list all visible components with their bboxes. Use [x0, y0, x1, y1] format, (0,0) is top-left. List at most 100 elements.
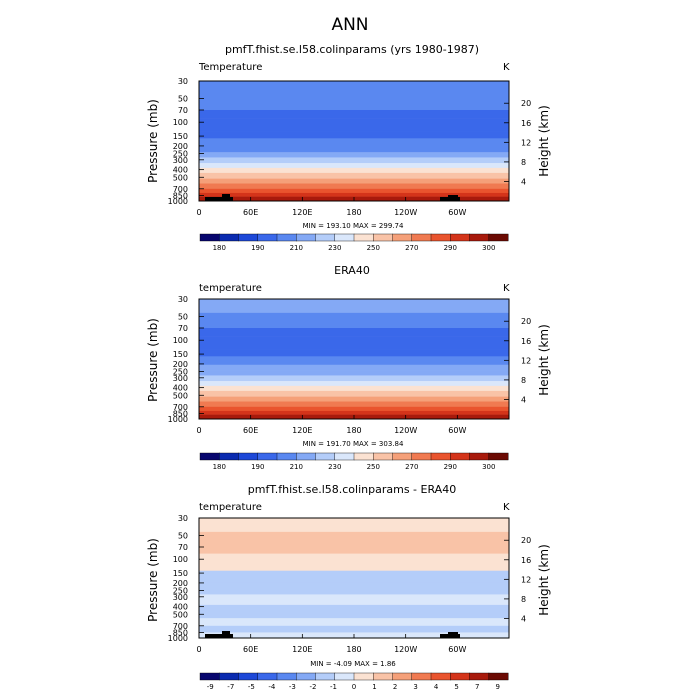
colorbar-label: 2	[393, 683, 397, 691]
colorbar-swatch	[430, 672, 451, 681]
y-tick-label: 200	[173, 360, 188, 369]
panel-3-var-label: temperature	[199, 502, 262, 513]
colorbar-label: 4	[434, 683, 439, 691]
contour-band	[199, 370, 509, 376]
colorbar-label: 230	[328, 244, 341, 252]
colorbar-swatch	[334, 672, 355, 681]
colorbar-swatch	[276, 672, 297, 681]
colorbar-swatch	[430, 452, 451, 461]
y-tick-label: 30	[178, 295, 188, 304]
x-tick-label: 60E	[243, 208, 258, 217]
colorbar-swatch	[238, 233, 259, 242]
y-tick-label: 500	[173, 610, 188, 619]
y-tick-label: 50	[178, 94, 188, 103]
colorbar-swatch	[199, 233, 220, 242]
panel-1-units: K	[503, 62, 510, 73]
y-tick-label: 100	[173, 555, 188, 564]
y-right-tick-label: 12	[521, 356, 531, 365]
contour-band	[199, 375, 509, 382]
main-title: ANN	[331, 15, 368, 35]
y-right-tick-label: 12	[521, 575, 531, 584]
y-tick-label: 200	[173, 142, 188, 151]
colorbar-swatch	[257, 452, 278, 461]
panel-3-units: K	[503, 502, 510, 513]
contour-band	[199, 336, 509, 350]
y-tick-label: 850	[173, 191, 188, 200]
colorbar-swatch	[392, 452, 413, 461]
y-tick-label: 400	[173, 603, 188, 612]
y-tick-label: 30	[178, 77, 188, 86]
y-tick-label: 100	[173, 118, 188, 127]
y-tick-label: 300	[173, 374, 188, 383]
contour-band	[199, 349, 509, 357]
x-tick-label: 180	[346, 426, 361, 435]
colorbar-swatch	[488, 233, 509, 242]
colorbar-swatch	[334, 233, 355, 242]
colorbar-swatch	[199, 452, 220, 461]
panel-1-colorbar: 180 190 210 230 250 270 290 300	[199, 233, 509, 252]
y-tick-label: 50	[178, 312, 188, 321]
y-tick-label: 400	[173, 384, 188, 393]
y-tick-label: 500	[173, 391, 188, 400]
panel-1-var-label: Temperature	[198, 62, 262, 73]
colorbar-swatch	[238, 672, 259, 681]
contour-band	[199, 356, 509, 366]
colorbar-label: 230	[328, 463, 341, 471]
x-tick-label: 180	[346, 645, 361, 654]
contour-band	[199, 390, 509, 397]
contour-band	[199, 188, 509, 194]
topography-mask	[205, 634, 233, 638]
colorbar-label: 180	[213, 244, 226, 252]
y-right-tick-label: 16	[521, 556, 531, 565]
y-tick-label: 150	[173, 350, 188, 359]
colorbar-label: -3	[289, 683, 296, 691]
panel-1-ylabel-right: Height (km)	[537, 105, 551, 176]
colorbar-swatch	[334, 452, 355, 461]
panel-2-colorbar: 180 190 210 230 250 270 290 300	[199, 452, 509, 471]
contour-band	[199, 131, 509, 139]
colorbar-swatch	[296, 452, 316, 461]
y-tick-label: 150	[173, 569, 188, 578]
x-tick-label: 60W	[448, 208, 466, 217]
topography-mask	[222, 631, 230, 638]
colorbar-label: 1	[372, 683, 376, 691]
x-tick-label: 120E	[292, 426, 312, 435]
contour-band	[199, 163, 509, 169]
x-tick-label: 120E	[292, 208, 312, 217]
colorbar-swatch	[199, 672, 220, 681]
colorbar-label: -1	[330, 683, 337, 691]
colorbar-label: 180	[213, 463, 226, 471]
colorbar-swatch	[373, 233, 393, 242]
panel-1-title: pmfT.fhist.se.l58.colinparams (yrs 1980-…	[225, 43, 479, 56]
colorbar-label: 270	[405, 244, 418, 252]
x-tick-label: 180	[346, 208, 361, 217]
colorbar-swatch	[392, 672, 413, 681]
panel-1-stats: MIN = 193.10 MAX = 299.74	[303, 222, 404, 230]
x-tick-label: 0	[196, 208, 201, 217]
y-tick-label: 700	[173, 403, 188, 412]
x-tick-label: 60W	[448, 426, 466, 435]
y-tick-label: 200	[173, 579, 188, 588]
colorbar-swatch	[315, 452, 336, 461]
colorbar-label: 300	[482, 244, 495, 252]
colorbar-label: 250	[367, 244, 380, 252]
colorbar-swatch	[469, 672, 490, 681]
y-tick-label: 300	[173, 156, 188, 165]
colorbar-label: -9	[207, 683, 214, 691]
contour-band	[199, 172, 509, 179]
contour-band	[199, 401, 509, 408]
colorbar-swatch	[411, 452, 432, 461]
topography-mask	[205, 197, 233, 201]
panel-2-ylabel: Pressure (mb)	[146, 318, 160, 402]
panel-2-ylabel-right: Height (km)	[537, 324, 551, 395]
y-right-tick-label: 8	[521, 595, 526, 604]
colorbar-swatch	[276, 452, 297, 461]
x-tick-label: 120W	[394, 208, 417, 217]
colorbar-label: 7	[475, 683, 479, 691]
colorbar-label: 290	[444, 463, 457, 471]
x-tick-label: 60E	[243, 645, 258, 654]
colorbar-swatch	[257, 233, 278, 242]
contour-band	[199, 178, 509, 184]
y-tick-label: 250	[173, 150, 188, 159]
contour-band	[199, 531, 509, 554]
